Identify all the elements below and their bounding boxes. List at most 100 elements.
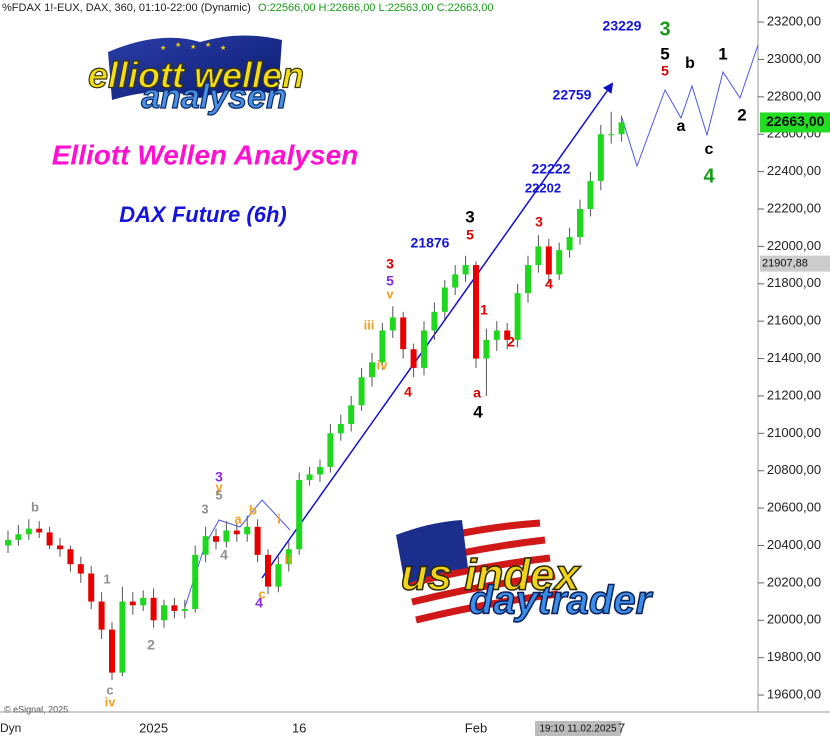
- wave-label: 3: [386, 256, 394, 272]
- y-tick-label: 21600,00: [767, 313, 821, 328]
- wave-label: a: [234, 511, 242, 526]
- logo-elliott: ★ ★ ★ ★ ★ elliott wellen analysen: [87, 35, 305, 117]
- candle-body: [369, 362, 375, 378]
- header: %FDAX 1!-EUX, DAX, 360, 01:10-22:00 (Dyn…: [2, 2, 251, 14]
- wave-label: 4: [404, 384, 412, 400]
- candle-body: [192, 554, 199, 610]
- wave-label: c: [106, 682, 113, 697]
- y-tick-label: 22800,00: [767, 88, 821, 103]
- wave-label: 5: [660, 44, 669, 63]
- wave-label: 5: [215, 487, 222, 502]
- wave-label: 22759: [553, 87, 592, 103]
- candle-body: [129, 601, 136, 606]
- candle-body: [462, 265, 469, 275]
- candle-body: [577, 208, 583, 238]
- wave-label: b: [685, 55, 695, 72]
- candle-body: [285, 549, 292, 565]
- x-tick-label: 16: [292, 720, 306, 735]
- candle-body: [15, 534, 22, 540]
- wave-label: 4: [220, 547, 228, 563]
- candle-body: [67, 549, 74, 565]
- candle-body: [98, 601, 105, 630]
- candle-body: [556, 250, 563, 275]
- wave-label: 5: [466, 227, 474, 243]
- y-tick-label: 23000,00: [767, 51, 821, 66]
- candle-body: [389, 317, 396, 331]
- wave-label: 22222: [532, 161, 571, 177]
- candle-body: [618, 122, 625, 135]
- y-tick-label: 20400,00: [767, 537, 821, 552]
- candle-body: [525, 265, 531, 294]
- y-tick-label: 20200,00: [767, 574, 821, 589]
- candle-body: [161, 605, 167, 621]
- wave-label: 22202: [525, 180, 561, 195]
- candle-body: [233, 530, 240, 535]
- wave-label: i: [277, 511, 281, 526]
- logo-text: elliott wellen: [88, 55, 304, 96]
- wave-label: b: [31, 499, 39, 514]
- wave-label: b: [249, 502, 257, 517]
- wave-label: iv: [105, 694, 117, 709]
- candle-body: [504, 330, 511, 340]
- candle-body: [77, 564, 84, 574]
- candle-body: [493, 330, 500, 340]
- candle-body: [150, 597, 157, 621]
- y-tick-label: 22200,00: [767, 200, 821, 215]
- wave-label: 4: [545, 276, 553, 292]
- corner-label: Dyn: [0, 721, 21, 735]
- candle-body: [337, 423, 344, 434]
- y-tick-label: 22000,00: [767, 238, 821, 253]
- logo-us: us index daytrader: [396, 515, 654, 625]
- candle-body: [119, 601, 126, 673]
- cursor-date: 19:10 11.02.2025: [539, 724, 617, 735]
- y-tick-label: 21400,00: [767, 350, 821, 365]
- chart-subtitle: DAX Future (6h): [119, 202, 286, 227]
- candle-body: [545, 246, 552, 275]
- wave-label: iii: [364, 317, 375, 332]
- y-tick-label: 19800,00: [767, 649, 821, 664]
- candle-body: [171, 605, 178, 611]
- candle-body: [109, 629, 115, 673]
- trend-line: [261, 82, 614, 579]
- y-tick-label: 20800,00: [767, 462, 821, 477]
- wave-label: 3: [659, 18, 670, 40]
- wave-label: v: [386, 286, 394, 301]
- wave-label: a: [677, 118, 686, 135]
- wave-label: 23229: [603, 18, 642, 34]
- candle-body: [57, 545, 63, 550]
- candle-body: [254, 526, 261, 555]
- y-tick-label: 20000,00: [767, 612, 821, 627]
- candle-body: [358, 377, 365, 406]
- candle-body: [25, 528, 32, 535]
- candle-body: [410, 349, 417, 368]
- wave-label: 3: [215, 469, 223, 485]
- wave-label: 4: [473, 402, 483, 421]
- wave-label: iv: [377, 357, 389, 372]
- candle-body: [483, 339, 490, 359]
- x-tick-label: 2025: [139, 720, 168, 735]
- candle-body: [296, 480, 303, 550]
- candle-body: [306, 474, 313, 481]
- y-tick-label: 21000,00: [767, 425, 821, 440]
- wave-label: 1: [718, 44, 727, 63]
- x-tick-label: Feb: [465, 720, 487, 735]
- svg-text:★: ★: [205, 41, 211, 49]
- candle-body: [348, 405, 355, 424]
- logo-text: analysen: [141, 78, 287, 116]
- svg-text:★: ★: [160, 44, 166, 52]
- candle-body: [400, 317, 407, 350]
- wave-label: c: [258, 586, 265, 601]
- copyright: © eSignal, 2025: [4, 704, 68, 714]
- wave-label: 2: [147, 637, 155, 653]
- wave-label: 2: [507, 334, 515, 350]
- wave-label: 2: [737, 105, 746, 124]
- candle-body: [317, 466, 323, 475]
- candle-body: [441, 287, 448, 312]
- candle-body: [608, 134, 615, 136]
- candle-body: [244, 526, 251, 535]
- wave-line: [184, 499, 291, 608]
- candle-body: [587, 180, 594, 209]
- candle-body: [5, 539, 11, 546]
- candle-body: [421, 330, 427, 368]
